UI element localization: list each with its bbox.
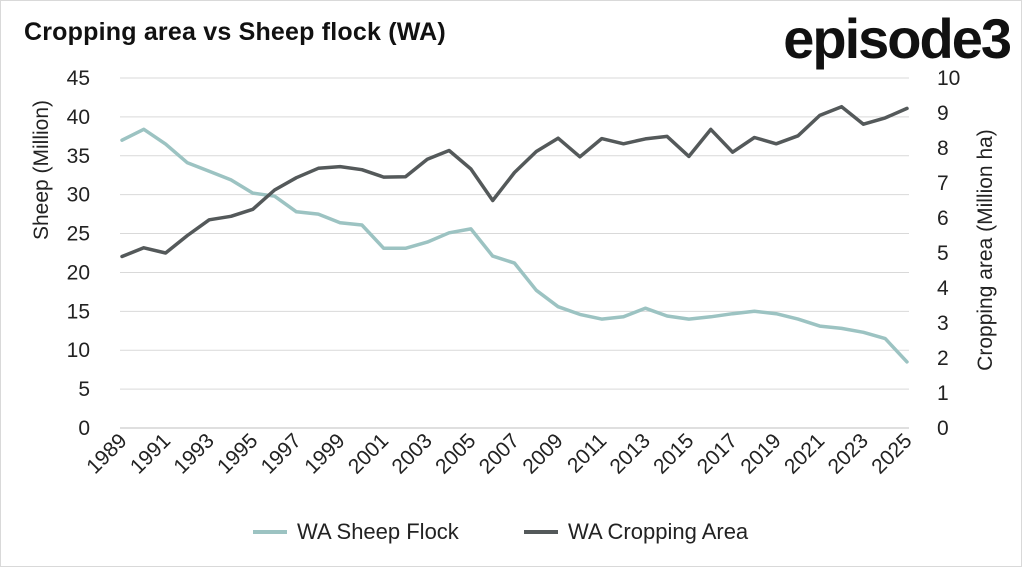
left-axis-title: Sheep (Million) <box>30 100 53 240</box>
x-tick-label: 2023 <box>824 429 873 478</box>
x-tick-label: 2019 <box>736 429 785 478</box>
x-tick-label: 2001 <box>344 429 393 478</box>
left-tick-label: 40 <box>67 106 90 129</box>
legend-swatch-cropping-area <box>524 530 558 534</box>
x-tick-label: 1995 <box>213 429 262 478</box>
chart-title: Cropping area vs Sheep flock (WA) <box>24 18 446 46</box>
right-tick-label: 0 <box>937 417 949 440</box>
legend-swatch-sheep-flock <box>253 530 287 534</box>
right-tick-label: 8 <box>937 137 949 160</box>
right-axis-title: Cropping area (Million ha) <box>974 129 997 371</box>
x-tick-label: 2007 <box>475 429 524 478</box>
left-axis-ticks: 0 5 10 15 20 25 30 35 40 45 <box>67 67 90 440</box>
left-tick-label: 0 <box>78 417 90 440</box>
legend-item-sheep-flock: WA Sheep Flock <box>253 519 459 545</box>
left-tick-label: 25 <box>67 223 90 246</box>
x-tick-label: 2003 <box>388 429 437 478</box>
x-tick-label: 1993 <box>169 429 218 478</box>
right-tick-label: 4 <box>937 277 949 300</box>
x-tick-label: 2025 <box>867 429 916 478</box>
right-tick-label: 7 <box>937 172 949 195</box>
x-tick-label: 1997 <box>257 429 306 478</box>
series-line-cropping-area <box>120 104 909 259</box>
left-tick-label: 45 <box>67 67 90 90</box>
x-tick-label: 2015 <box>649 429 698 478</box>
x-axis-ticks: 1989199119931995199719992001200320052007… <box>82 429 916 478</box>
right-tick-label: 1 <box>937 382 949 405</box>
left-tick-label: 10 <box>67 339 90 362</box>
series-lines <box>120 104 909 364</box>
left-tick-label: 35 <box>67 145 90 168</box>
right-tick-label: 9 <box>937 102 949 125</box>
left-tick-label: 15 <box>67 300 90 323</box>
gridlines <box>120 77 909 429</box>
left-tick-label: 20 <box>67 261 90 284</box>
x-tick-label: 2009 <box>518 429 567 478</box>
series-line-sheep-flock <box>120 127 909 364</box>
legend: WA Sheep Flock WA Cropping Area <box>0 519 1024 553</box>
episode3-logo: episode3 <box>783 7 1012 70</box>
x-tick-label: 1991 <box>126 429 175 478</box>
x-tick-label: 1999 <box>300 429 349 478</box>
x-tick-label: 2017 <box>693 429 742 478</box>
x-tick-label: 2011 <box>563 429 611 477</box>
left-tick-label: 30 <box>67 184 90 207</box>
legend-item-cropping-area: WA Cropping Area <box>524 519 748 545</box>
legend-label-cropping-area: WA Cropping Area <box>568 519 749 544</box>
right-tick-label: 3 <box>937 312 949 335</box>
right-tick-label: 2 <box>937 347 949 370</box>
x-tick-label: 2013 <box>606 429 655 478</box>
x-tick-label: 2021 <box>780 429 829 478</box>
right-axis-ticks: 0 1 2 3 4 5 6 7 8 9 10 <box>937 67 960 440</box>
x-tick-label: 2005 <box>431 429 480 478</box>
right-tick-label: 10 <box>937 67 960 90</box>
left-tick-label: 5 <box>78 378 90 401</box>
right-tick-label: 6 <box>937 207 949 230</box>
right-tick-label: 5 <box>937 242 949 265</box>
legend-label-sheep-flock: WA Sheep Flock <box>297 519 459 544</box>
